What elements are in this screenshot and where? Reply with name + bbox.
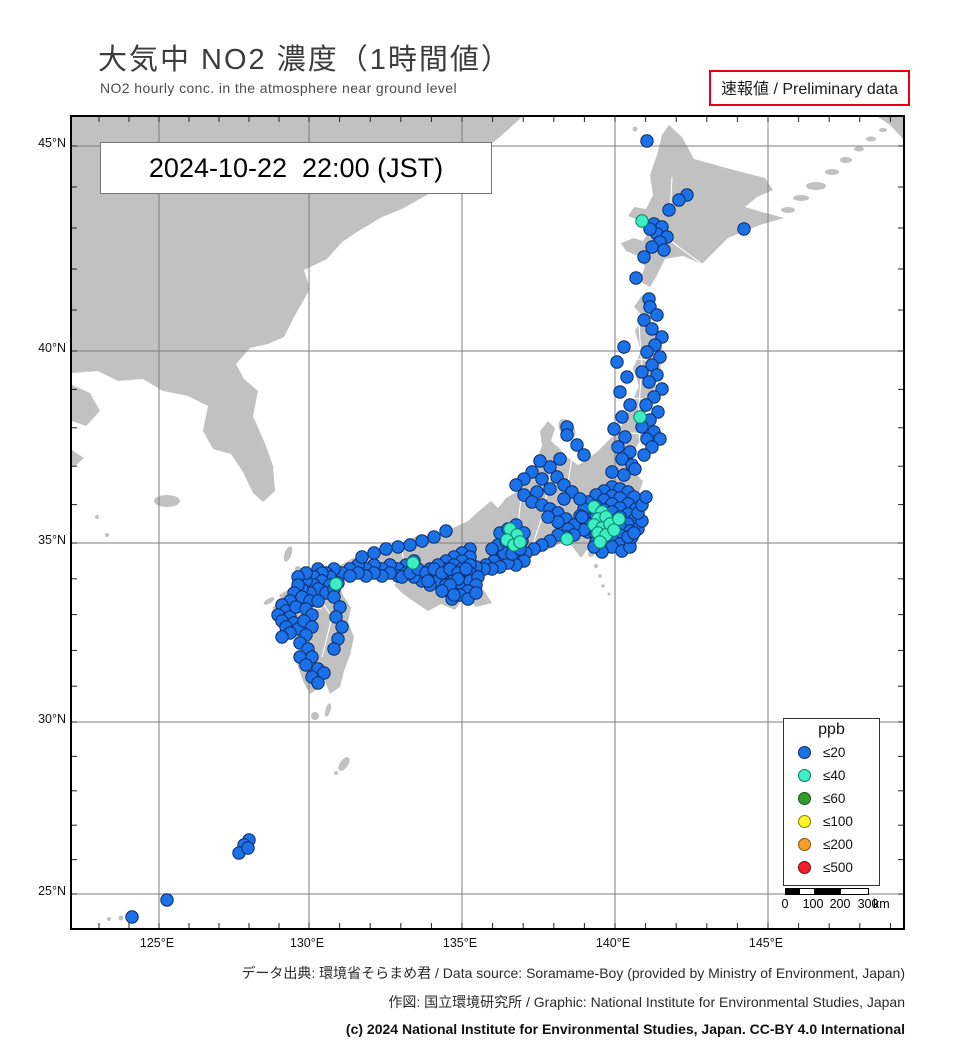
legend-item-label: ≤200	[823, 837, 853, 852]
lon-label: 140°E	[595, 936, 631, 950]
axis-ticks	[72, 117, 903, 928]
legend-item-label: ≤60	[823, 791, 846, 806]
scale-label: 200	[829, 897, 851, 911]
legend-dot-icon	[798, 746, 811, 759]
legend-item-label: ≤20	[823, 745, 846, 760]
scale-bar-labels: 0 100 200 300 km	[781, 897, 895, 911]
scale-bar-segments	[785, 888, 869, 895]
legend-item-label: ≤100	[823, 814, 853, 829]
scale-label: 100	[802, 897, 824, 911]
legend-item: ≤200	[784, 833, 879, 856]
footer-graphic-credit: 作図: 国立環境研究所 / Graphic: National Institut…	[388, 994, 905, 1010]
lat-label: 30°N	[38, 712, 66, 726]
timestamp-box: 2024-10-22 22:00 (JST)	[100, 142, 492, 194]
legend-item-label: ≤40	[823, 768, 846, 783]
legend-item: ≤40	[784, 764, 879, 787]
scale-bar: 0 100 200 300 km	[781, 888, 895, 911]
legend-item: ≤100	[784, 810, 879, 833]
scale-label: 0	[781, 897, 789, 911]
legend-title: ppb	[818, 721, 845, 738]
legend-item: ≤20	[784, 741, 879, 764]
legend-item-label: ≤500	[823, 860, 853, 875]
graticule	[72, 117, 903, 928]
scale-unit: km	[873, 897, 890, 911]
page-title: 大気中 NO2 濃度（1時間値）	[98, 44, 512, 76]
footer-copyright: (c) 2024 National Institute for Environm…	[345, 1021, 905, 1037]
legend-dot-icon	[798, 838, 811, 851]
scale-label: 300	[857, 897, 879, 911]
lat-label: 40°N	[38, 341, 66, 355]
lon-label: 130°E	[289, 936, 325, 950]
legend-rows: ≤20 ≤40 ≤60 ≤100 ≤200 ≤500	[784, 741, 879, 879]
lat-label: 35°N	[38, 533, 66, 547]
station-dots	[125, 134, 751, 924]
preliminary-data-badge: 速報値 / Preliminary data	[709, 70, 910, 106]
page-subtitle: NO2 hourly conc. in the atmosphere near …	[100, 80, 457, 96]
legend-dot-icon	[798, 861, 811, 874]
lon-label: 135°E	[442, 936, 478, 950]
lon-label: 145°E	[748, 936, 784, 950]
lon-label: 125°E	[139, 936, 175, 950]
japan-map	[72, 117, 903, 928]
lat-label: 45°N	[38, 136, 66, 150]
legend-dot-icon	[798, 815, 811, 828]
legend-dot-icon	[798, 792, 811, 805]
legend-dot-icon	[798, 769, 811, 782]
landmass-continent	[72, 117, 522, 537]
legend-item: ≤60	[784, 787, 879, 810]
legend-item: ≤500	[784, 856, 879, 879]
legend: ppb ≤20 ≤40 ≤60 ≤100 ≤200 ≤500	[783, 718, 880, 886]
map-canvas	[70, 115, 905, 930]
lat-label: 25°N	[38, 884, 66, 898]
footer-data-source: データ出典: 環境省そらまめ君 / Data source: Soramame-…	[241, 965, 905, 981]
